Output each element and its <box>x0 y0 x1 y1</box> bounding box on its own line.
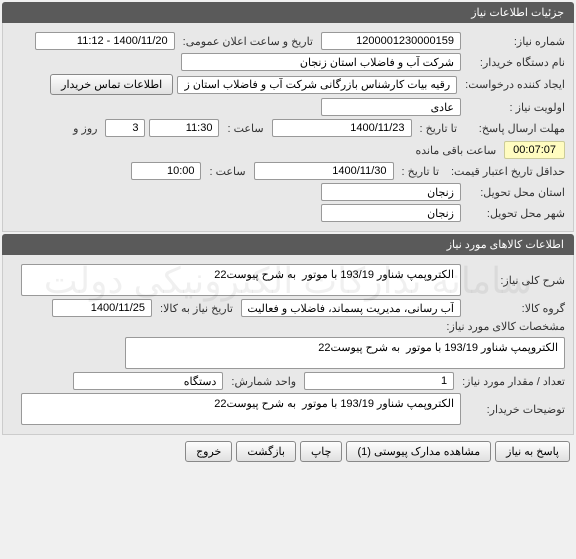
to-date-label-1: تا تاریخ : <box>416 122 461 135</box>
to-date-label-2: تا تاریخ : <box>398 165 443 178</box>
province-input[interactable] <box>321 183 461 201</box>
notes-label: توضیحات خریدار: <box>465 403 565 416</box>
attachments-button[interactable]: مشاهده مدارک پیوستی (1) <box>346 441 491 462</box>
unit-label: واحد شمارش: <box>227 375 300 388</box>
priority-label: اولویت نیاز : <box>465 101 565 114</box>
validity-date-input[interactable] <box>254 162 394 180</box>
footer-toolbar: پاسخ به نیاز مشاهده مدارک پیوستی (1) چاپ… <box>0 435 576 468</box>
section2-header: اطلاعات کالاهای مورد نیاز <box>2 234 574 255</box>
group-label: گروه کالا: <box>465 302 565 315</box>
group-input[interactable] <box>241 299 461 317</box>
time-label-2: ساعت : <box>205 165 249 178</box>
spec-label: مشخصات کالای مورد نیاز: <box>442 320 565 333</box>
qty-label: تعداد / مقدار مورد نیاز: <box>458 375 565 388</box>
section1-header: جزئیات اطلاعات نیاز <box>2 2 574 23</box>
time-label-1: ساعت : <box>223 122 267 135</box>
priority-input[interactable] <box>321 98 461 116</box>
need-no-label: شماره نیاز: <box>465 35 565 48</box>
validity-label: حداقل تاریخ اعتبار قیمت: <box>447 165 565 178</box>
need-no-input[interactable] <box>321 32 461 50</box>
desc-label: شرح کلی نیاز: <box>465 274 565 287</box>
deadline-date-input[interactable] <box>272 119 412 137</box>
unit-input[interactable] <box>73 372 223 390</box>
print-button[interactable]: چاپ <box>300 441 343 462</box>
buyer-input[interactable] <box>181 53 461 71</box>
countdown-timer: 00:07:07 <box>504 141 565 159</box>
announce-dt-input[interactable] <box>35 32 175 50</box>
back-button[interactable]: بازگشت <box>236 441 296 462</box>
need-date-input[interactable] <box>52 299 152 317</box>
province-label: استان محل تحویل: <box>465 186 565 199</box>
days-input[interactable] <box>105 119 145 137</box>
section2-body: شرح کلی نیاز: گروه کالا: تاریخ نیاز به ک… <box>2 255 574 435</box>
need-date-label: تاریخ نیاز به کالا: <box>156 302 237 315</box>
requester-label: ایجاد کننده درخواست: <box>461 78 565 91</box>
contact-button[interactable]: اطلاعات تماس خریدار <box>50 74 173 95</box>
buyer-label: نام دستگاه خریدار: <box>465 56 565 69</box>
city-label: شهر محل تحویل: <box>465 207 565 220</box>
section1-body: شماره نیاز: تاریخ و ساعت اعلان عمومی: نا… <box>2 23 574 232</box>
notes-textarea[interactable] <box>21 393 461 425</box>
exit-button[interactable]: خروج <box>185 441 232 462</box>
deadline-label: مهلت ارسال پاسخ: <box>465 122 565 135</box>
validity-time-input[interactable] <box>131 162 201 180</box>
city-input[interactable] <box>321 204 461 222</box>
desc-textarea[interactable] <box>21 264 461 296</box>
spec-textarea[interactable] <box>125 337 565 369</box>
reply-button[interactable]: پاسخ به نیاز <box>495 441 570 462</box>
remaining-label: ساعت باقی مانده <box>411 144 500 157</box>
announce-dt-label: تاریخ و ساعت اعلان عمومی: <box>179 35 317 48</box>
qty-input[interactable] <box>304 372 454 390</box>
requester-input[interactable] <box>177 76 457 94</box>
deadline-time-input[interactable] <box>149 119 219 137</box>
days-label: روز و <box>69 122 101 135</box>
